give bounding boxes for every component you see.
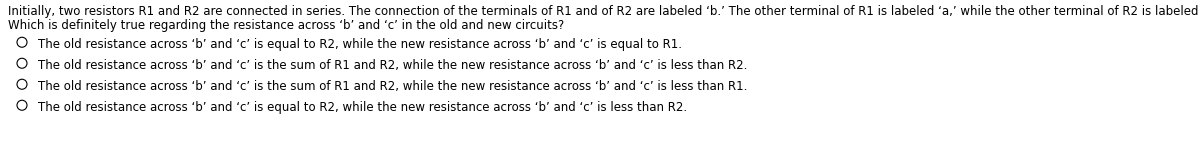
Text: The old resistance across ‘b’ and ‘c’ is equal to R2, while the new resistance a: The old resistance across ‘b’ and ‘c’ is… <box>38 101 688 114</box>
Text: The old resistance across ‘b’ and ‘c’ is equal to R2, while the new resistance a: The old resistance across ‘b’ and ‘c’ is… <box>38 38 682 51</box>
Text: The old resistance across ‘b’ and ‘c’ is the sum of R1 and R2, while the new res: The old resistance across ‘b’ and ‘c’ is… <box>38 80 748 93</box>
Text: Initially, two resistors R1 and R2 are connected in series. The connection of th: Initially, two resistors R1 and R2 are c… <box>8 5 1200 18</box>
Text: The old resistance across ‘b’ and ‘c’ is the sum of R1 and R2, while the new res: The old resistance across ‘b’ and ‘c’ is… <box>38 59 748 72</box>
Text: Which is definitely true regarding the resistance across ‘b’ and ‘c’ in the old : Which is definitely true regarding the r… <box>8 19 564 32</box>
